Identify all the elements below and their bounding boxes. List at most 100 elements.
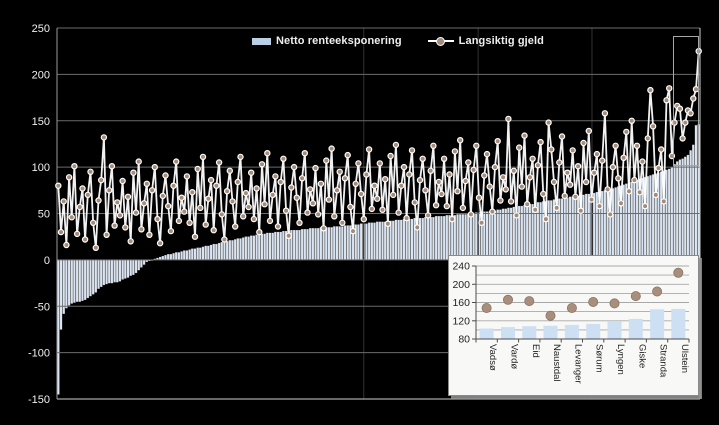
y-tick-label: 150	[32, 116, 50, 128]
bar	[295, 229, 298, 261]
bar	[467, 213, 470, 261]
bar	[252, 235, 256, 261]
debt-marker	[92, 244, 100, 251]
debt-marker	[197, 204, 204, 212]
bar	[681, 158, 684, 261]
debt-marker	[676, 105, 684, 112]
bar	[673, 164, 676, 261]
bar	[625, 183, 628, 261]
bar	[244, 236, 248, 261]
debt-marker	[331, 213, 338, 220]
debt-marker	[443, 202, 450, 210]
debt-marker	[505, 115, 512, 123]
bar	[231, 240, 234, 261]
bar	[367, 222, 371, 261]
bar	[126, 259, 130, 278]
debt-marker	[652, 191, 660, 199]
debt-marker	[454, 187, 461, 195]
bar	[584, 193, 588, 261]
debt-marker	[317, 180, 325, 187]
bar	[601, 191, 604, 261]
bar	[183, 250, 186, 261]
bar	[651, 174, 655, 261]
debt-marker	[478, 219, 485, 226]
debt-marker	[416, 176, 424, 184]
debt-marker	[293, 194, 300, 201]
inset-bar	[586, 323, 601, 339]
inset-debt-marker	[545, 310, 556, 321]
debt-marker	[633, 142, 641, 149]
bar	[335, 226, 339, 261]
bar	[268, 232, 272, 261]
inset-bar	[479, 328, 494, 339]
bar	[394, 219, 398, 261]
bar	[378, 221, 382, 261]
bar	[614, 187, 617, 261]
debt-marker	[395, 209, 402, 216]
bar	[646, 176, 649, 261]
bar	[574, 195, 577, 261]
y-tick-label: -150	[28, 394, 50, 406]
bar	[659, 171, 663, 261]
debt-marker	[588, 196, 595, 203]
bar	[464, 214, 467, 261]
inset-x-category-label: Eid	[530, 344, 541, 358]
bar	[124, 259, 127, 279]
bar	[215, 243, 218, 261]
bar	[78, 259, 81, 302]
debt-marker	[398, 182, 405, 189]
inset-y-tick-label: 80	[458, 334, 470, 346]
debt-marker	[615, 175, 622, 182]
debt-marker	[111, 222, 118, 229]
bar	[209, 244, 213, 261]
debt-marker	[186, 219, 193, 226]
bar	[327, 227, 331, 261]
bar	[491, 210, 494, 261]
debt-marker	[127, 238, 134, 245]
bar	[475, 212, 478, 261]
debt-marker	[63, 241, 70, 249]
debt-marker	[612, 142, 619, 149]
debt-marker	[151, 163, 158, 171]
bar	[212, 243, 215, 261]
debt-marker	[207, 176, 215, 184]
debt-marker	[162, 172, 169, 179]
bar	[402, 218, 406, 261]
debt-marker	[183, 173, 191, 180]
debt-marker	[100, 134, 108, 141]
debt-line	[57, 51, 700, 248]
bar	[678, 159, 682, 261]
bar	[440, 216, 443, 261]
debt-marker	[430, 142, 437, 149]
debt-marker	[143, 180, 150, 187]
debt-marker	[298, 175, 306, 182]
highlight-box	[673, 36, 699, 166]
debt-marker	[473, 142, 480, 149]
bar	[247, 236, 250, 261]
debt-marker	[239, 213, 247, 220]
debt-marker	[194, 165, 201, 173]
debt-marker	[371, 182, 378, 189]
bar	[384, 221, 387, 261]
bar	[509, 207, 513, 261]
bar	[207, 245, 210, 261]
debt-marker	[135, 158, 142, 165]
debt-marker	[392, 141, 400, 149]
bar	[67, 259, 71, 306]
inset-y-tick-label: 240	[452, 261, 470, 273]
debt-marker	[301, 149, 308, 157]
debt-marker	[191, 233, 199, 240]
debt-marker	[363, 171, 370, 178]
debt-marker	[483, 150, 491, 158]
inset-x-category-label: Lyngen	[615, 344, 626, 375]
y-tick-label: -50	[34, 301, 50, 313]
debt-marker	[462, 177, 469, 185]
debt-marker	[105, 187, 113, 194]
inset-x-category-label: Stranda	[658, 344, 669, 378]
debt-marker	[245, 203, 252, 211]
debt-marker	[510, 167, 517, 174]
debt-marker	[164, 202, 172, 210]
debt-marker	[580, 139, 587, 147]
debt-marker	[114, 199, 121, 206]
bar	[442, 216, 446, 261]
